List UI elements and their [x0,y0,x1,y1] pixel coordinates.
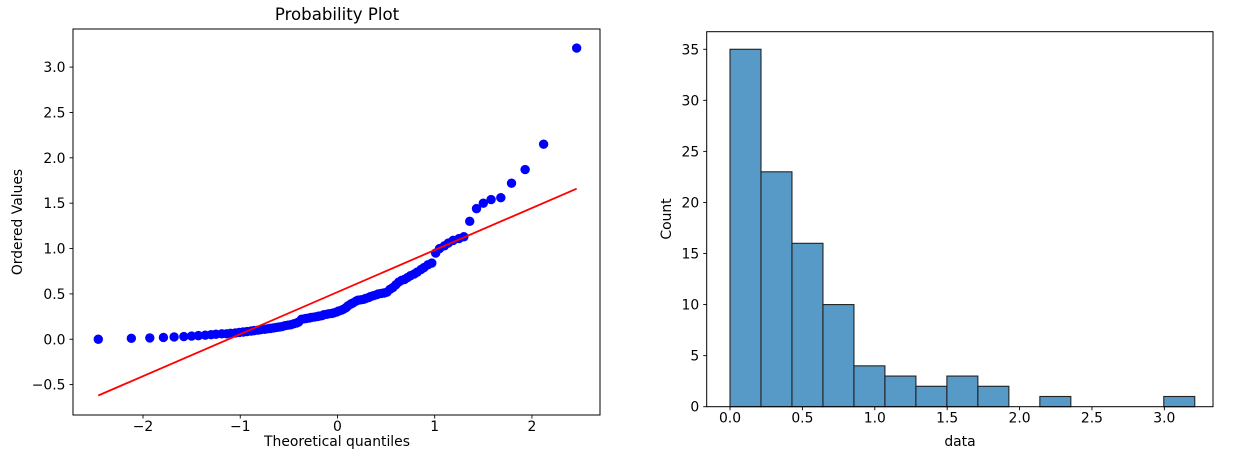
x-tick-label: 2.5 [1081,411,1103,427]
scatter-point [427,258,437,268]
scatter-point [186,331,197,341]
y-tick-label: 10 [682,298,700,314]
right-plot-group: 0.0 0.5 1.0 1.5 2.0 2.5 3.0 0 5 10 15 20 25 30 35 [682,31,1214,427]
histogram-plot-area [707,32,1213,407]
x-tick-label: 0 [333,419,342,435]
left-plot-group: −2 −1 0 1 2 −0.5 0.0 0.5 1.0 1.5 2.0 2.5 3.0 [32,28,601,435]
y-tick-label: 2.0 [43,151,65,167]
y-tick-label: 2.5 [43,105,65,121]
x-tick-label: 0.5 [791,411,813,427]
scatter-point [145,333,155,343]
histogram-bar [884,375,917,408]
scatter-point [169,332,179,342]
axes-spines [706,31,1214,408]
x-tick-label: 1.5 [936,411,958,427]
scatter-point [486,194,496,205]
y-tick-label: 35 [682,42,700,58]
scatter-point [158,332,169,343]
y-tick-label: 15 [682,247,700,263]
scatter-point [126,333,137,344]
y-tick-label: 1.5 [43,196,65,212]
histogram-bar [729,48,762,408]
left-plot-ylabel: Ordered Values [10,168,26,276]
histogram-bar [791,242,824,408]
y-tick-label: 0.5 [43,287,65,303]
y-tick-label: 30 [682,93,700,109]
probability-plot-area [73,29,600,415]
right-plot-xlabel: data [944,434,976,450]
y-tick-label: 0.0 [43,332,65,348]
histogram-bar [760,171,793,408]
scatter-point [538,139,549,149]
scatter-point [520,164,530,175]
y-tick-label: 5 [690,349,699,365]
x-tick-label: 2 [528,419,537,435]
x-tick-label: −1 [230,419,250,435]
right-plot-ylabel: Count [659,198,675,240]
x-tick-label: 3.0 [1153,411,1175,427]
left-plot-title: Probability Plot [274,5,400,24]
scatter-point [193,330,204,341]
histogram-bar [946,375,979,408]
x-tick-label: 0.0 [719,411,741,427]
scatter-point [465,216,475,227]
y-tick-label: −0.5 [32,378,66,394]
y-tick-label: 3.0 [43,60,65,76]
y-tick-label: 1.0 [43,242,65,258]
scatter-point [471,203,482,214]
x-tick-label: 1.0 [864,411,886,427]
scatter-point [478,198,489,208]
scatter-point [496,193,506,203]
left-plot-xlabel: Theoretical quantiles [264,434,410,450]
scatter-point [506,178,517,188]
x-tick-label: −2 [133,419,153,435]
x-tick-label: 1 [430,419,439,435]
y-tick-label: 0 [690,400,699,416]
x-tick-label: 2.0 [1009,411,1031,427]
scatter-point [179,331,189,342]
scatter-point [93,334,103,344]
axes-spines [72,28,601,416]
scatter-point [571,43,582,53]
fit-line [97,187,578,397]
y-tick-label: 25 [682,144,700,160]
y-tick-label: 20 [682,195,700,211]
